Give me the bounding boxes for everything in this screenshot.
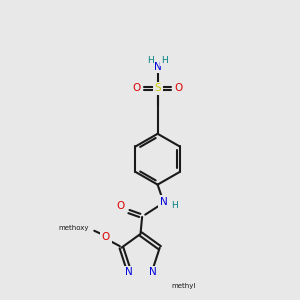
Text: O: O	[116, 201, 124, 211]
Text: O: O	[102, 232, 110, 242]
Text: S: S	[154, 83, 161, 93]
Text: methoxy: methoxy	[58, 225, 89, 231]
Text: O: O	[174, 83, 183, 93]
Text: H: H	[161, 56, 168, 65]
Text: N: N	[148, 267, 156, 278]
Text: O: O	[133, 83, 141, 93]
Text: H: H	[147, 56, 154, 65]
Text: N: N	[160, 196, 168, 206]
Text: H: H	[171, 201, 178, 210]
Text: N: N	[125, 267, 133, 278]
Text: N: N	[154, 62, 161, 72]
Text: methyl: methyl	[171, 283, 195, 289]
